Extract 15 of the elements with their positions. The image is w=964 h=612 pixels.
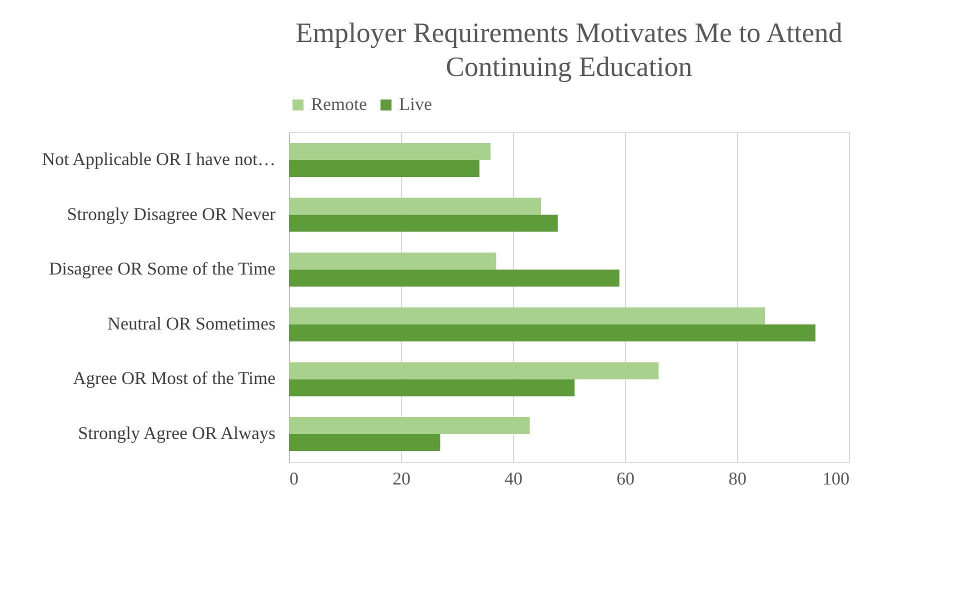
- chart-title: Employer Requirements Motivates Me to Attend Continuing Education: [296, 18, 842, 83]
- x-tick-label: 0: [290, 468, 298, 488]
- y-tick-label: Strongly Disagree OR Never: [67, 204, 276, 224]
- legend-label: Remote: [311, 94, 367, 114]
- x-tick-label: 20: [392, 468, 410, 488]
- x-tick-label: 40: [504, 468, 522, 488]
- y-tick-label: Not Applicable OR I have not…: [42, 148, 276, 169]
- y-tick-label: Agree OR Most of the Time: [73, 368, 276, 388]
- y-tick-label: Disagree OR Some of the Time: [49, 258, 276, 279]
- y-tick-label: Strongly Agree OR Always: [78, 423, 276, 444]
- x-tick-label: 60: [616, 468, 634, 488]
- x-tick-label: 80: [728, 468, 746, 488]
- legend-label: Live: [399, 94, 432, 114]
- x-tick-label: 100: [822, 468, 850, 488]
- y-tick-label: Neutral OR Sometimes: [108, 313, 276, 334]
